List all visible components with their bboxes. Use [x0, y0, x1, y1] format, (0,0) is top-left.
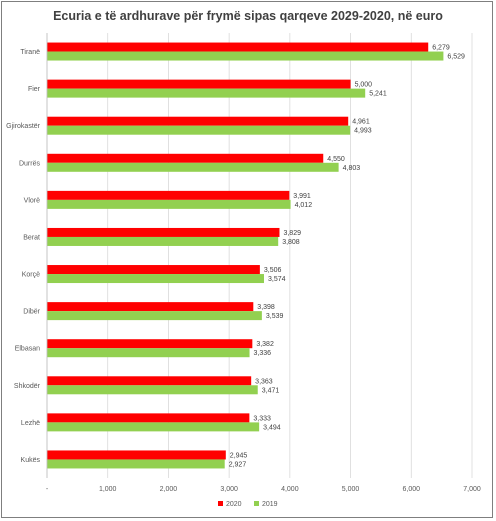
- x-tick-label: 3,000: [220, 486, 238, 493]
- data-label: 3,382: [256, 341, 274, 348]
- bar-2020: [47, 42, 429, 52]
- data-label: 3,471: [262, 387, 280, 394]
- bar-2020: [47, 302, 254, 312]
- bar-2020: [47, 79, 351, 89]
- x-tick-label: 7,000: [463, 486, 481, 493]
- data-label: 3,398: [257, 304, 275, 311]
- data-label: 3,539: [266, 313, 284, 320]
- x-tick-label: 2,000: [160, 486, 178, 493]
- legend-swatch-2019: [254, 501, 259, 506]
- data-label: 2,945: [230, 452, 248, 459]
- x-tick-label: -: [46, 486, 49, 493]
- bar-2020: [47, 227, 280, 237]
- bar-2019: [47, 348, 250, 358]
- bar-2019: [47, 422, 260, 432]
- category-label: Kukës: [21, 457, 41, 464]
- data-labels: 6,279 6,529 5,000 5,241 4,961 4,993 4,550 4,803…: [229, 45, 465, 469]
- category-label: Lezhë: [21, 420, 40, 427]
- data-label: 3,494: [263, 424, 281, 431]
- data-label: 3,991: [293, 193, 311, 200]
- bar-2019: [47, 385, 258, 395]
- legend-swatch-2020: [218, 501, 223, 506]
- bar-2020: [47, 116, 349, 126]
- bar-2020: [47, 153, 324, 163]
- bar-2019: [47, 459, 225, 469]
- legend: 2020 2019: [218, 501, 278, 508]
- data-label: 3,574: [268, 276, 286, 283]
- data-label: 3,808: [282, 239, 300, 246]
- data-label: 3,829: [283, 230, 301, 237]
- chart-title: Ecuria e të ardhurave për frymë sipas qa…: [53, 9, 443, 23]
- category-label: Berat: [23, 234, 40, 241]
- data-label: 3,363: [255, 378, 273, 385]
- data-label: 5,000: [355, 82, 373, 89]
- category-label: Tiranë: [20, 49, 40, 56]
- x-tick-label: 5,000: [342, 486, 360, 493]
- data-label: 6,529: [447, 54, 465, 61]
- bars: [47, 42, 444, 469]
- bar-2019: [47, 274, 264, 284]
- bar-2019: [47, 236, 279, 246]
- data-label: 3,333: [253, 415, 271, 422]
- axes: - 1,000 2,000 3,000 4,000 5,000 6,000 7,000 Tira…: [6, 33, 481, 493]
- bar-2019: [47, 162, 339, 172]
- bar-2019: [47, 125, 351, 135]
- data-label: 6,279: [432, 45, 450, 52]
- category-label: Korçë: [22, 272, 40, 279]
- bar-2019: [47, 88, 366, 98]
- data-label: 3,506: [264, 267, 282, 274]
- bar-2020: [47, 376, 252, 386]
- data-label: 4,012: [295, 202, 313, 209]
- bar-2019: [47, 199, 291, 209]
- bar-2020: [47, 339, 253, 349]
- x-tick-label: 1,000: [99, 486, 117, 493]
- bar-2020: [47, 190, 290, 200]
- category-label: Durrës: [19, 160, 41, 167]
- data-label: 4,803: [343, 165, 361, 172]
- category-label: Elbasan: [15, 346, 40, 353]
- legend-label: 2019: [262, 501, 278, 508]
- category-label: Gjirokastër: [6, 123, 41, 130]
- category-label: Fier: [28, 86, 41, 93]
- category-label: Shkodër: [14, 383, 41, 390]
- data-label: 4,961: [352, 119, 370, 126]
- data-label: 3,336: [254, 350, 272, 357]
- bar-2019: [47, 311, 262, 321]
- gridlines: [46, 33, 473, 478]
- bar-2019: [47, 51, 444, 61]
- legend-label: 2020: [226, 501, 242, 508]
- bar-2020: [47, 413, 250, 423]
- data-label: 2,927: [229, 461, 247, 468]
- bar-2020: [47, 265, 260, 275]
- bar-2020: [47, 450, 226, 460]
- category-label: Dibër: [23, 309, 40, 316]
- data-label: 4,993: [354, 128, 372, 135]
- data-label: 4,550: [327, 156, 345, 163]
- x-tick-label: 6,000: [403, 486, 421, 493]
- category-label: Vlorë: [24, 197, 40, 204]
- data-label: 5,241: [369, 91, 387, 98]
- x-tick-label: 4,000: [281, 486, 299, 493]
